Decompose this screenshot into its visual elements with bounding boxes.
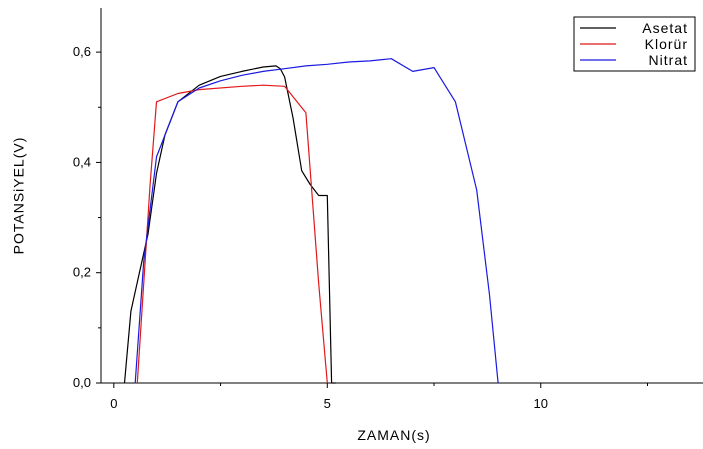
x-axis-ticks: 0 5 10 [110,383,648,411]
legend-label: Asetat [642,20,688,36]
x-axis-title: ZAMAN(s) [357,427,430,443]
y-tick-label: 0,6 [73,44,91,59]
x-tick-label: 5 [324,396,331,411]
series-line-klorür [136,84,328,384]
legend-label: Klorür [645,36,688,52]
y-tick-label: 0,0 [73,375,91,390]
series-layer [123,58,499,384]
y-axis-title: POTANSiYEL(V) [11,137,27,255]
y-tick-label: 0,4 [73,154,91,169]
plot-area [100,8,703,384]
series-line-nitrat [134,58,499,384]
x-tick-label: 0 [110,396,117,411]
y-tick-label: 0,2 [73,265,91,280]
y-axis-ticks: 0,0 0,2 0,4 0,6 [73,44,101,390]
x-tick-label: 10 [534,396,548,411]
legend-label: Nitrat [649,52,688,68]
series-line-asetat [123,65,336,384]
